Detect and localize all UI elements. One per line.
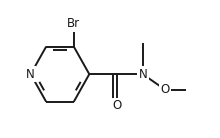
Text: Br: Br — [67, 17, 80, 30]
Text: O: O — [161, 83, 170, 96]
Text: N: N — [138, 68, 147, 81]
Text: O: O — [112, 99, 121, 112]
Text: N: N — [26, 68, 35, 81]
